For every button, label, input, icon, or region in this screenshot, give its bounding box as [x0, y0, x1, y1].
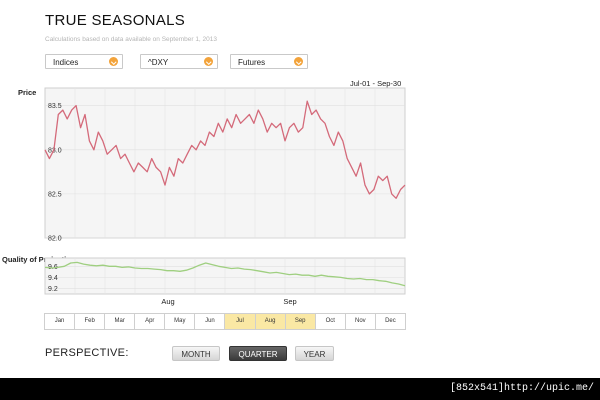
perspective-label: PERSPECTIVE:	[45, 347, 129, 359]
price-axis-label: Price	[18, 88, 37, 97]
month-perspective-button[interactable]: MONTH	[172, 346, 220, 361]
month-cell-mar[interactable]: Mar	[104, 313, 136, 330]
chevron-down-icon	[294, 57, 303, 66]
month-cell-sep[interactable]: Sep	[284, 313, 316, 330]
date-range: Jul-01 - Sep-30	[350, 79, 402, 88]
quarter-perspective-button[interactable]: QUARTER	[229, 346, 287, 361]
app-window: TRUE SEASONALS Calculations based on dat…	[0, 0, 600, 378]
symbol-dropdown[interactable]: ^DXY	[140, 54, 218, 69]
month-cell-dec[interactable]: Dec	[374, 313, 406, 330]
series-line-1-0	[44, 261, 406, 287]
year-perspective-button[interactable]: YEAR	[295, 346, 334, 361]
y-tick-label: 83.5	[48, 103, 62, 110]
month-cell-nov[interactable]: Nov	[344, 313, 376, 330]
page-subtitle: Calculations based on data available on …	[45, 36, 218, 43]
watermark: [852x541]http://upic.me/	[449, 383, 594, 394]
page-title: TRUE SEASONALS	[45, 12, 186, 29]
quality-axis-label-text: Quality of Projection	[2, 255, 76, 264]
month-cell-aug[interactable]: Aug	[254, 313, 286, 330]
category-dropdown[interactable]: Indices	[45, 54, 123, 69]
y-tick-label: 83.0	[48, 147, 62, 154]
x-axis-label-sep: Sep	[283, 297, 296, 306]
y-tick-label: 82.5	[48, 191, 62, 198]
symbol-dropdown-value: ^DXY	[148, 58, 169, 67]
x-axis-label-aug: Aug	[161, 297, 174, 306]
y-tick-label: 9.4	[48, 275, 58, 282]
month-selector: Jan Feb Mar Apr May Jun Jul Aug Sep Oct Nov Dec	[44, 313, 406, 330]
month-cell-jan[interactable]: Jan	[44, 313, 76, 330]
y-tick-label: 82.0	[48, 236, 62, 243]
series-line-0-0	[44, 100, 406, 199]
month-cell-jun[interactable]: Jun	[194, 313, 226, 330]
month-cell-feb[interactable]: Feb	[74, 313, 106, 330]
y-tick-label: 9.2	[48, 286, 58, 293]
month-cell-oct[interactable]: Oct	[314, 313, 346, 330]
chevron-down-icon	[204, 57, 213, 66]
category-dropdown-value: Indices	[53, 58, 79, 67]
type-dropdown[interactable]: Futures	[230, 54, 308, 69]
month-cell-apr[interactable]: Apr	[134, 313, 166, 330]
month-cell-may[interactable]: May	[164, 313, 196, 330]
quality-axis-label: Quality of Projection	[2, 255, 75, 264]
chevron-down-icon	[109, 57, 118, 66]
type-dropdown-value: Futures	[238, 58, 266, 67]
month-cell-jul[interactable]: Jul	[224, 313, 256, 330]
